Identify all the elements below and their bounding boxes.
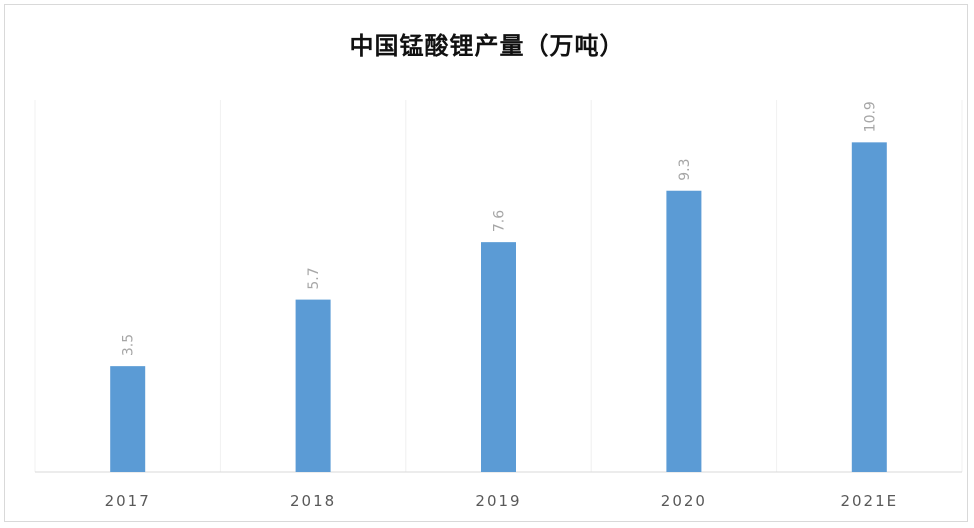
value-label-2018: 5.7 bbox=[306, 267, 322, 289]
bar-2018 bbox=[295, 299, 331, 472]
bar-2021E bbox=[851, 142, 887, 472]
bar-2017 bbox=[110, 366, 146, 472]
value-label-2019: 7.6 bbox=[492, 210, 508, 232]
chart-title: 中国锰酸锂产量（万吨） bbox=[349, 32, 625, 60]
bar-2019 bbox=[481, 242, 516, 472]
bar-2020 bbox=[666, 190, 702, 473]
value-label-2017: 3.5 bbox=[121, 334, 137, 356]
x-tick-label-2018: 2018 bbox=[290, 492, 336, 510]
x-tick-label-2019: 2019 bbox=[475, 492, 521, 510]
value-label-2021E: 10.9 bbox=[862, 101, 878, 132]
x-tick-label-2017: 2017 bbox=[105, 492, 151, 510]
x-tick-label-2021E: 2021E bbox=[840, 492, 898, 510]
x-tick-label-2020: 2020 bbox=[661, 492, 707, 510]
value-label-2020: 9.3 bbox=[677, 158, 693, 180]
